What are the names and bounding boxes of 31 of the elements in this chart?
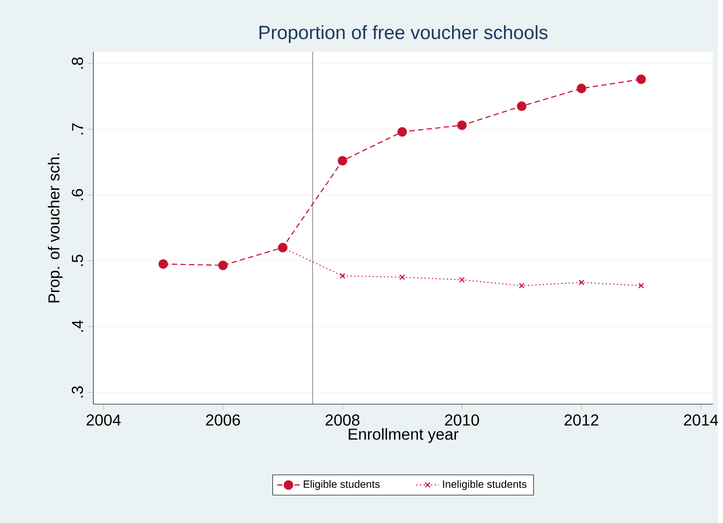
x-tick-label: 2006 [206, 414, 240, 426]
y-tick-label: .6 [72, 188, 84, 200]
y-tick-label: .4 [72, 320, 84, 332]
y-tick-label: .8 [72, 57, 84, 69]
point [636, 74, 646, 84]
point [399, 274, 406, 280]
point [397, 126, 407, 136]
y-tick-label: .5 [72, 254, 84, 266]
point [516, 101, 526, 111]
legend-label: Eligible students [304, 480, 380, 490]
chart-title: Proportion of free voucher schools [259, 25, 548, 43]
legend-label: Ineligible students [443, 480, 527, 490]
y-tick-label: .7 [72, 123, 84, 134]
x-tick-label: 2004 [86, 414, 121, 426]
y-tick-label: .3 [72, 386, 84, 398]
point [338, 156, 348, 166]
x-tick-label: 2010 [445, 414, 479, 426]
point [576, 84, 586, 94]
point [340, 272, 346, 279]
x-axis-title: Enrollment year [348, 428, 458, 443]
point [459, 276, 465, 283]
point [158, 259, 168, 269]
point [218, 260, 228, 270]
y-axis-title: Prop. of voucher sch. [48, 153, 63, 302]
point [457, 120, 467, 130]
x-tick-label: 2008 [326, 414, 360, 426]
point [578, 279, 584, 286]
point [638, 282, 644, 288]
x-tick-label: 2014 [684, 414, 718, 426]
point [518, 282, 525, 288]
x-tick-label: 2012 [564, 414, 598, 426]
